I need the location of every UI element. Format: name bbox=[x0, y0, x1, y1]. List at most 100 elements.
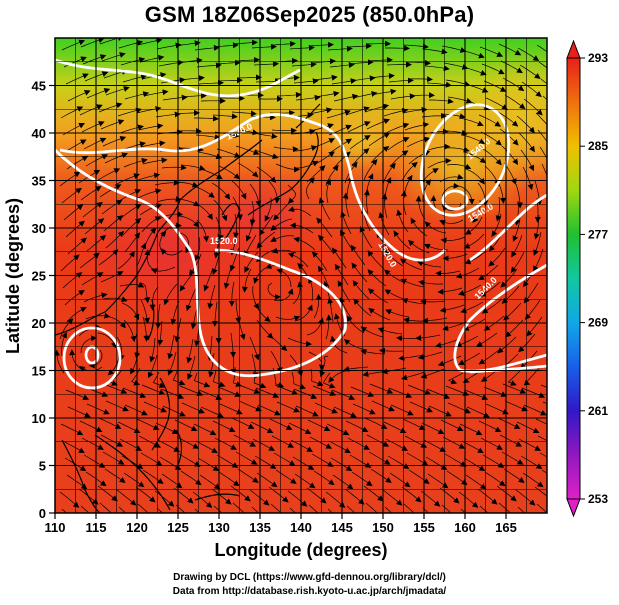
streamline bbox=[504, 400, 528, 412]
colorbar-scale bbox=[566, 57, 581, 500]
streamline bbox=[237, 315, 246, 341]
streamline bbox=[405, 59, 431, 66]
streamline bbox=[497, 111, 519, 127]
streamline bbox=[495, 196, 502, 222]
streamline bbox=[116, 336, 125, 361]
colorbar-tick-label: 253 bbox=[588, 492, 608, 506]
streamline bbox=[194, 508, 200, 513]
streamline bbox=[503, 468, 525, 483]
colorbar-tick-label: 261 bbox=[588, 404, 608, 418]
streamline bbox=[177, 57, 203, 64]
streamline bbox=[515, 183, 523, 209]
streamline bbox=[154, 179, 180, 186]
streamline bbox=[510, 251, 525, 273]
streamline bbox=[540, 384, 547, 388]
streamline bbox=[97, 485, 118, 502]
streamline bbox=[116, 489, 137, 506]
streamline bbox=[533, 214, 540, 240]
streamline bbox=[463, 233, 485, 249]
streamline bbox=[257, 404, 281, 416]
x-axis-label: Longitude (degrees) bbox=[214, 540, 387, 560]
streamline bbox=[307, 419, 331, 431]
colorbar-tick-label: 277 bbox=[588, 227, 608, 241]
streamline bbox=[138, 282, 151, 304]
streamline bbox=[273, 201, 291, 221]
streamline bbox=[264, 197, 272, 222]
streamline bbox=[507, 370, 521, 386]
streamline bbox=[270, 503, 282, 513]
streamline bbox=[55, 349, 65, 374]
streamline bbox=[211, 488, 232, 505]
streamline bbox=[458, 284, 482, 296]
streamline bbox=[521, 81, 542, 98]
streamline bbox=[384, 506, 393, 513]
streamline bbox=[218, 165, 241, 180]
streamline bbox=[501, 285, 520, 304]
streamline bbox=[228, 281, 235, 307]
streamline bbox=[67, 90, 91, 102]
streamline bbox=[203, 267, 214, 292]
streamline bbox=[213, 199, 228, 222]
streamline bbox=[367, 288, 389, 304]
streamline bbox=[424, 221, 447, 234]
streamline bbox=[455, 335, 479, 348]
streamline bbox=[181, 92, 207, 99]
streamline bbox=[155, 422, 179, 435]
streamline bbox=[176, 436, 200, 449]
streamline bbox=[61, 508, 67, 513]
streamline bbox=[194, 115, 219, 122]
streamline bbox=[252, 438, 275, 451]
streamline bbox=[293, 236, 316, 251]
colorbar-min-arrow bbox=[566, 498, 581, 518]
streamline bbox=[193, 372, 211, 388]
streamline bbox=[270, 235, 295, 242]
streamline bbox=[179, 270, 195, 292]
streamline bbox=[180, 470, 202, 486]
streamline bbox=[348, 59, 374, 66]
streamline bbox=[363, 485, 384, 502]
streamline bbox=[179, 75, 205, 82]
streamline bbox=[522, 265, 537, 288]
streamline bbox=[369, 72, 395, 79]
streamline bbox=[136, 242, 147, 267]
streamline bbox=[478, 264, 499, 281]
y-tick-label: 15 bbox=[32, 364, 46, 379]
streamline bbox=[309, 436, 333, 449]
streamline bbox=[241, 268, 252, 293]
streamline bbox=[245, 217, 255, 242]
x-tick-label: 140 bbox=[290, 520, 312, 535]
streamline bbox=[314, 402, 338, 414]
streamline bbox=[199, 168, 223, 180]
streamline bbox=[504, 94, 526, 110]
streamline bbox=[312, 74, 338, 81]
streamline bbox=[141, 216, 162, 233]
streamline bbox=[421, 422, 445, 435]
streamline bbox=[479, 281, 501, 297]
streamline bbox=[441, 182, 460, 200]
streamline bbox=[396, 209, 409, 233]
streamline bbox=[387, 137, 410, 151]
streamline bbox=[267, 282, 282, 301]
streamline bbox=[388, 77, 414, 84]
streamline bbox=[402, 106, 428, 114]
streamline bbox=[381, 193, 388, 219]
streamline bbox=[488, 247, 506, 267]
streamline bbox=[400, 278, 425, 288]
streamline bbox=[477, 488, 498, 505]
streamline bbox=[80, 38, 105, 48]
streamline bbox=[313, 151, 335, 166]
x-tick-label: 110 bbox=[45, 520, 66, 535]
streamline bbox=[276, 91, 302, 98]
y-tick-label: 25 bbox=[32, 269, 46, 284]
streamline bbox=[435, 270, 461, 277]
streamline bbox=[231, 417, 255, 429]
streamline bbox=[196, 219, 210, 243]
streamline bbox=[135, 172, 161, 182]
streamline bbox=[207, 284, 216, 310]
streamline bbox=[137, 188, 162, 199]
streamline bbox=[330, 457, 353, 472]
streamline bbox=[308, 41, 334, 48]
streamline bbox=[156, 507, 163, 513]
streamline bbox=[98, 249, 119, 266]
streamline bbox=[80, 185, 102, 201]
